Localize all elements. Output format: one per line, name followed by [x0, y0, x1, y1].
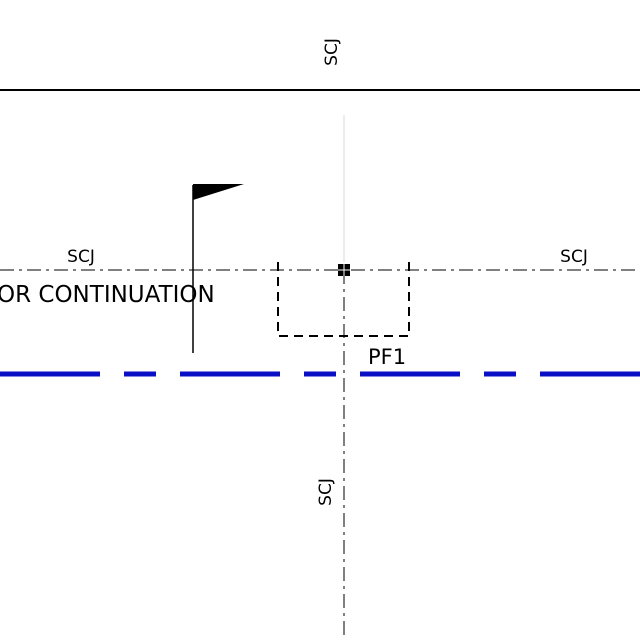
column-marker-icon: [338, 264, 350, 276]
scj-label-top: SCJ: [322, 38, 342, 66]
continuation-note: OR CONTINUATION: [0, 282, 215, 308]
scj-label-left: SCJ: [67, 247, 95, 267]
scj-label-right: SCJ: [560, 247, 588, 267]
flag-icon: [192, 184, 244, 353]
pad-footing-outline: [277, 262, 410, 337]
scj-label-bottom: SCJ: [316, 478, 336, 506]
footing-tag: PF1: [368, 345, 406, 369]
